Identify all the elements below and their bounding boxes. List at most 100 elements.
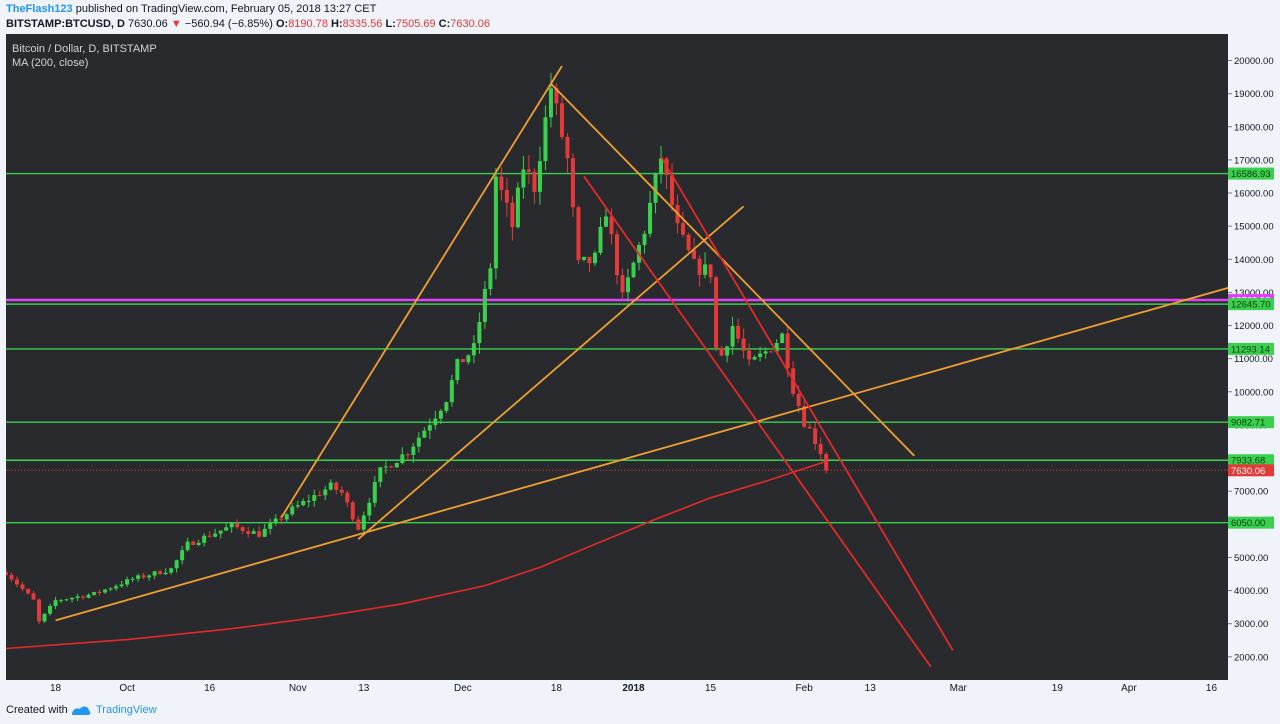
time-axis[interactable] bbox=[6, 680, 1228, 694]
candle-body bbox=[570, 158, 575, 208]
price-label-text: 11293.14 bbox=[1231, 344, 1270, 355]
candle-body bbox=[37, 599, 42, 622]
candle-body bbox=[169, 568, 174, 573]
candle-body bbox=[796, 393, 801, 407]
x-tick-label: Feb bbox=[796, 683, 814, 694]
candle-body bbox=[328, 482, 333, 490]
candle-body bbox=[108, 588, 113, 590]
candle-body bbox=[378, 467, 383, 482]
candle-body bbox=[339, 489, 344, 493]
y-tick-label: 13000.00 bbox=[1234, 288, 1274, 299]
candle-body bbox=[119, 584, 124, 587]
trendline bbox=[280, 65, 563, 519]
candle-body bbox=[427, 425, 432, 431]
price-label-text: 7630.06 bbox=[1231, 466, 1265, 477]
candle-body bbox=[262, 528, 267, 537]
legend-indicator: MA (200, close) bbox=[12, 57, 89, 69]
candle-body bbox=[306, 500, 311, 502]
candle-body bbox=[725, 346, 730, 356]
candle-body bbox=[681, 223, 686, 235]
candle-body bbox=[213, 533, 218, 537]
candle-body bbox=[433, 418, 438, 426]
candle-body bbox=[103, 589, 108, 593]
candle-body bbox=[26, 589, 31, 594]
open-label: O: bbox=[275, 18, 289, 30]
down-arrow-icon: ▼ bbox=[170, 18, 182, 30]
candle-body bbox=[515, 187, 520, 228]
candle-body bbox=[290, 506, 295, 515]
candle-body bbox=[455, 359, 460, 381]
candle-body bbox=[587, 256, 592, 264]
candle-body bbox=[345, 492, 350, 503]
candle-body bbox=[785, 333, 790, 369]
close-value: 7630.06 bbox=[450, 18, 491, 30]
trendline bbox=[660, 156, 954, 651]
price-level-labels: 16586.9312769.9312645.7011293.149082.717… bbox=[1228, 167, 1274, 529]
candle-body bbox=[394, 462, 399, 468]
candle-body bbox=[620, 275, 625, 293]
tradingview-link[interactable]: TradingView bbox=[96, 704, 157, 716]
close-label: C: bbox=[438, 18, 451, 30]
y-tick-label: 7000.00 bbox=[1234, 487, 1268, 498]
candle-body bbox=[416, 437, 421, 447]
x-tick-label: Dec bbox=[454, 683, 472, 694]
x-tick-label: Mar bbox=[950, 683, 968, 694]
y-tick-label: 17000.00 bbox=[1234, 155, 1274, 166]
price-axis-labels: 2000.003000.004000.005000.006000.007000.… bbox=[1228, 56, 1274, 663]
candle-body bbox=[246, 531, 251, 534]
candle-body bbox=[361, 515, 366, 530]
candle-body bbox=[136, 575, 141, 579]
candle-body bbox=[295, 505, 300, 507]
price-label-text: 7933.68 bbox=[1231, 456, 1265, 467]
candle-body bbox=[350, 502, 355, 520]
candle-body bbox=[708, 264, 713, 278]
candle-body bbox=[659, 158, 664, 174]
chart-legend: Bitcoin / Dollar, D, BITSTAMP MA (200, c… bbox=[12, 42, 157, 70]
candle-body bbox=[389, 466, 394, 468]
candle-body bbox=[229, 523, 234, 528]
candle-body bbox=[191, 541, 196, 546]
candle-body bbox=[626, 277, 631, 293]
candle-body bbox=[488, 268, 493, 289]
candle-body bbox=[240, 527, 245, 532]
candle-body bbox=[42, 613, 47, 622]
x-tick-label: 19 bbox=[1052, 683, 1064, 694]
candle-body bbox=[257, 531, 262, 537]
candle-body bbox=[686, 234, 691, 251]
candle-body bbox=[317, 495, 322, 497]
candle-body bbox=[81, 596, 86, 598]
candle-body bbox=[466, 355, 471, 363]
chart-pane[interactable] bbox=[6, 34, 1228, 680]
tradingview-logo-icon[interactable] bbox=[70, 703, 92, 717]
x-tick-label: 13 bbox=[358, 683, 370, 694]
published-text: published on TradingView.com, February 0… bbox=[75, 3, 377, 15]
price-label-box bbox=[1228, 342, 1274, 355]
candle-body bbox=[543, 117, 548, 162]
candle-body bbox=[6, 572, 8, 575]
candle-body bbox=[147, 575, 152, 578]
ma-200-line bbox=[6, 460, 827, 650]
price-axis[interactable] bbox=[1228, 34, 1280, 680]
candle-body bbox=[323, 489, 328, 496]
x-tick-label: 2018 bbox=[622, 683, 645, 694]
y-tick-label: 11000.00 bbox=[1234, 354, 1273, 365]
author-link[interactable]: TheFlash123 bbox=[6, 3, 73, 15]
x-tick-label: Apr bbox=[1121, 683, 1137, 694]
open-value: 8190.78 bbox=[288, 18, 328, 30]
candle-body bbox=[719, 347, 724, 356]
candle-body bbox=[537, 161, 542, 192]
candle-body bbox=[218, 530, 223, 534]
candle-body bbox=[813, 428, 818, 445]
y-tick-label: 4000.00 bbox=[1234, 586, 1268, 597]
candle-body bbox=[747, 350, 752, 360]
candle-body bbox=[526, 169, 531, 172]
trendline bbox=[550, 83, 915, 457]
price-label-text: 9082.71 bbox=[1231, 418, 1265, 429]
horizontal-levels bbox=[6, 172, 1228, 524]
candle-body bbox=[180, 550, 185, 561]
candle-body bbox=[334, 482, 339, 490]
candle-body bbox=[312, 495, 317, 501]
price-label-box bbox=[1228, 464, 1274, 477]
price-label-text: 6050.00 bbox=[1231, 518, 1265, 529]
